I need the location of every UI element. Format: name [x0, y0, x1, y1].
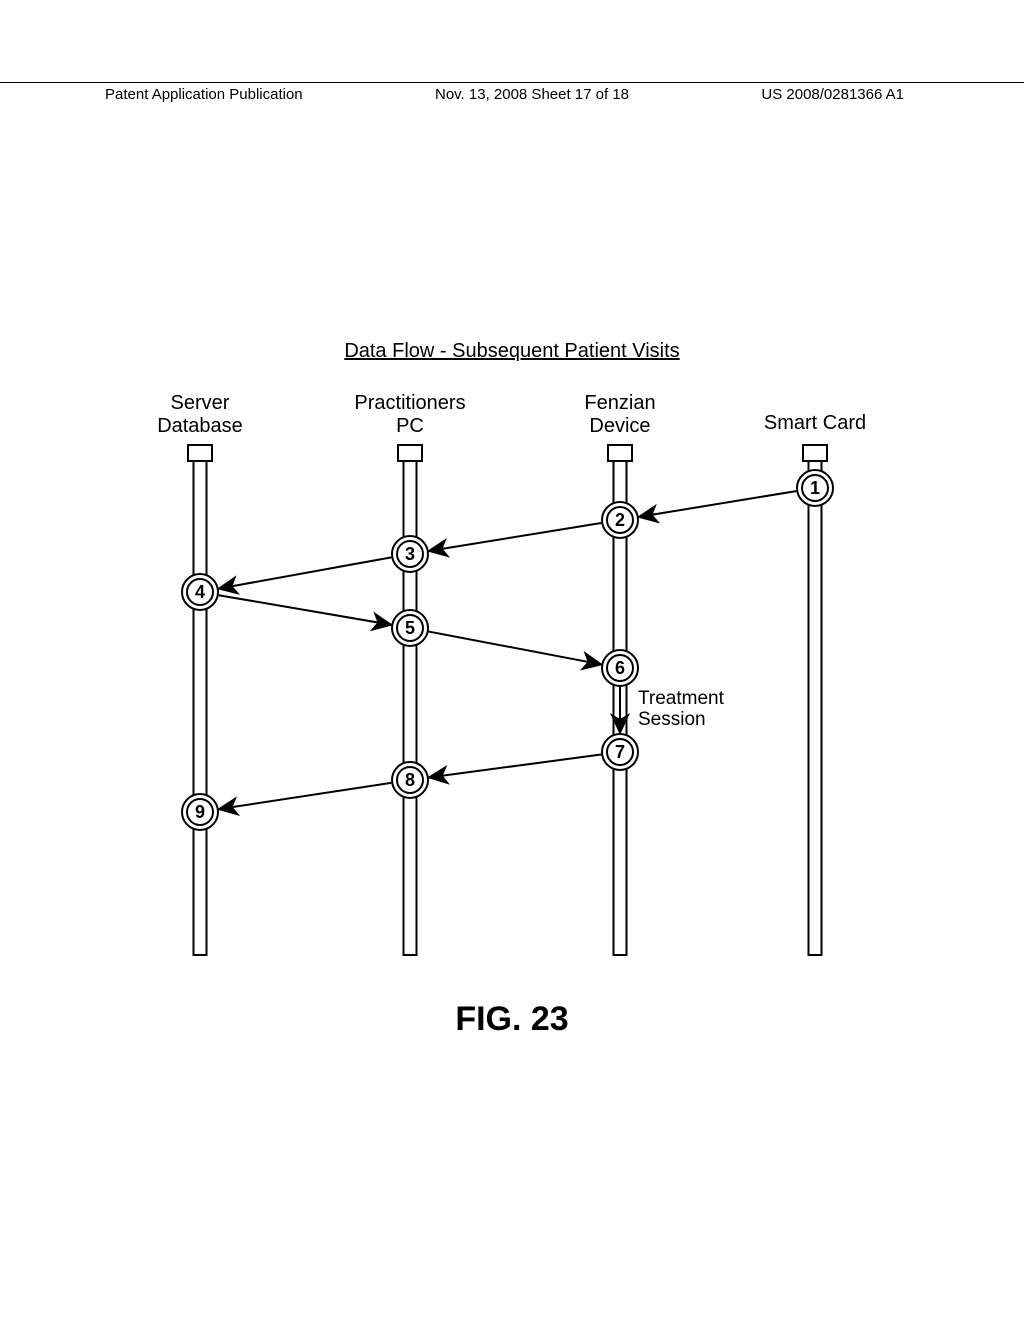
lane-label-card: Smart Card — [764, 412, 866, 435]
flow-node-6: 6 — [601, 649, 639, 687]
flow-node-8: 8 — [391, 761, 429, 799]
lane-label-server: ServerDatabase — [157, 392, 243, 438]
diagram-title: Data Flow - Subsequent Patient Visits — [0, 340, 1024, 363]
lifeline-card — [808, 462, 823, 956]
flow-node-7: 7 — [601, 733, 639, 771]
header-center: Nov. 13, 2008 Sheet 17 of 18 — [435, 83, 629, 103]
page-header: Patent Application Publication Nov. 13, … — [0, 82, 1024, 106]
arrow-layer — [120, 380, 900, 1000]
flow-node-2: 2 — [601, 501, 639, 539]
sequence-diagram: ServerDatabase PractitionersPC FenzianDevi… — [120, 380, 900, 1000]
header-left: Patent Application Publication — [105, 83, 303, 103]
figure-caption: FIG. 23 — [0, 1000, 1024, 1039]
flow-node-4: 4 — [181, 573, 219, 611]
treatment-session-label: TreatmentSession — [638, 689, 724, 731]
lifeline-server — [193, 462, 208, 956]
lane-label-pc: PractitionersPC — [354, 392, 465, 438]
header-right: US 2008/0281366 A1 — [761, 83, 904, 103]
flow-node-5: 5 — [391, 609, 429, 647]
flow-node-1: 1 — [796, 469, 834, 507]
lifeline-head-server — [187, 444, 213, 462]
lifeline-head-device — [607, 444, 633, 462]
flow-node-9: 9 — [181, 793, 219, 831]
lifeline-head-card — [802, 444, 828, 462]
flow-node-3: 3 — [391, 535, 429, 573]
lifeline-head-pc — [397, 444, 423, 462]
lane-label-device: FenzianDevice — [584, 392, 655, 438]
